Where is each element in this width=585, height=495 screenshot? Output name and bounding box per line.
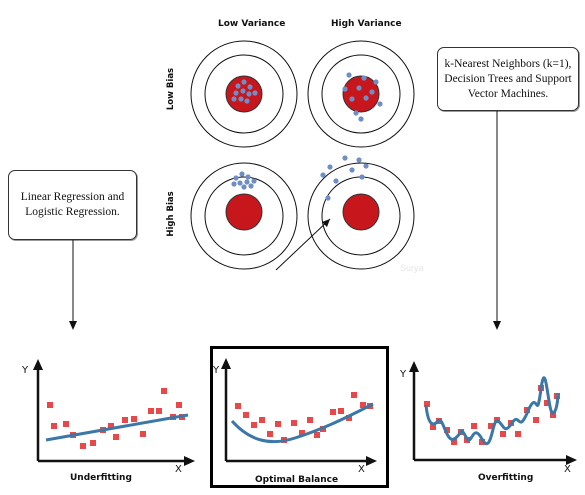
plot-label-overfitting: Overfitting [478, 473, 533, 483]
callout-complex-models: k-Nearest Neighbors (k=1), Decision Tree… [437, 47, 579, 111]
target-low-bias-low-variance [190, 40, 298, 148]
plot-optimal: Y X Optimal Balance [212, 358, 377, 485]
target-high-bias-high-variance [307, 155, 415, 270]
target-low-bias-high-variance [307, 40, 415, 148]
x-axis-label: X [175, 464, 182, 475]
y-axis-label: Y [21, 365, 29, 376]
plot-label-underfitting: Underfitting [70, 473, 132, 483]
plot-overfitting: Y X Overfitting [399, 361, 577, 483]
header-low-variance: Low Variance [218, 19, 286, 29]
x-axis-label: X [564, 464, 571, 475]
bias-variance-targets [190, 40, 415, 271]
x-axis-label: X [358, 464, 365, 475]
target-high-bias-low-variance [190, 162, 298, 270]
plot-underfitting: Y X Underfitting [21, 359, 195, 483]
header-high-variance: High Variance [331, 19, 402, 29]
watermark: Surya [400, 263, 424, 273]
plot-label-optimal: Optimal Balance [255, 475, 338, 485]
y-axis-label: Y [212, 365, 220, 376]
optimal-frame [210, 346, 389, 488]
y-axis-label: Y [399, 369, 407, 380]
callout-linear-models: Linear Regression and Logistic Regressio… [8, 170, 137, 240]
